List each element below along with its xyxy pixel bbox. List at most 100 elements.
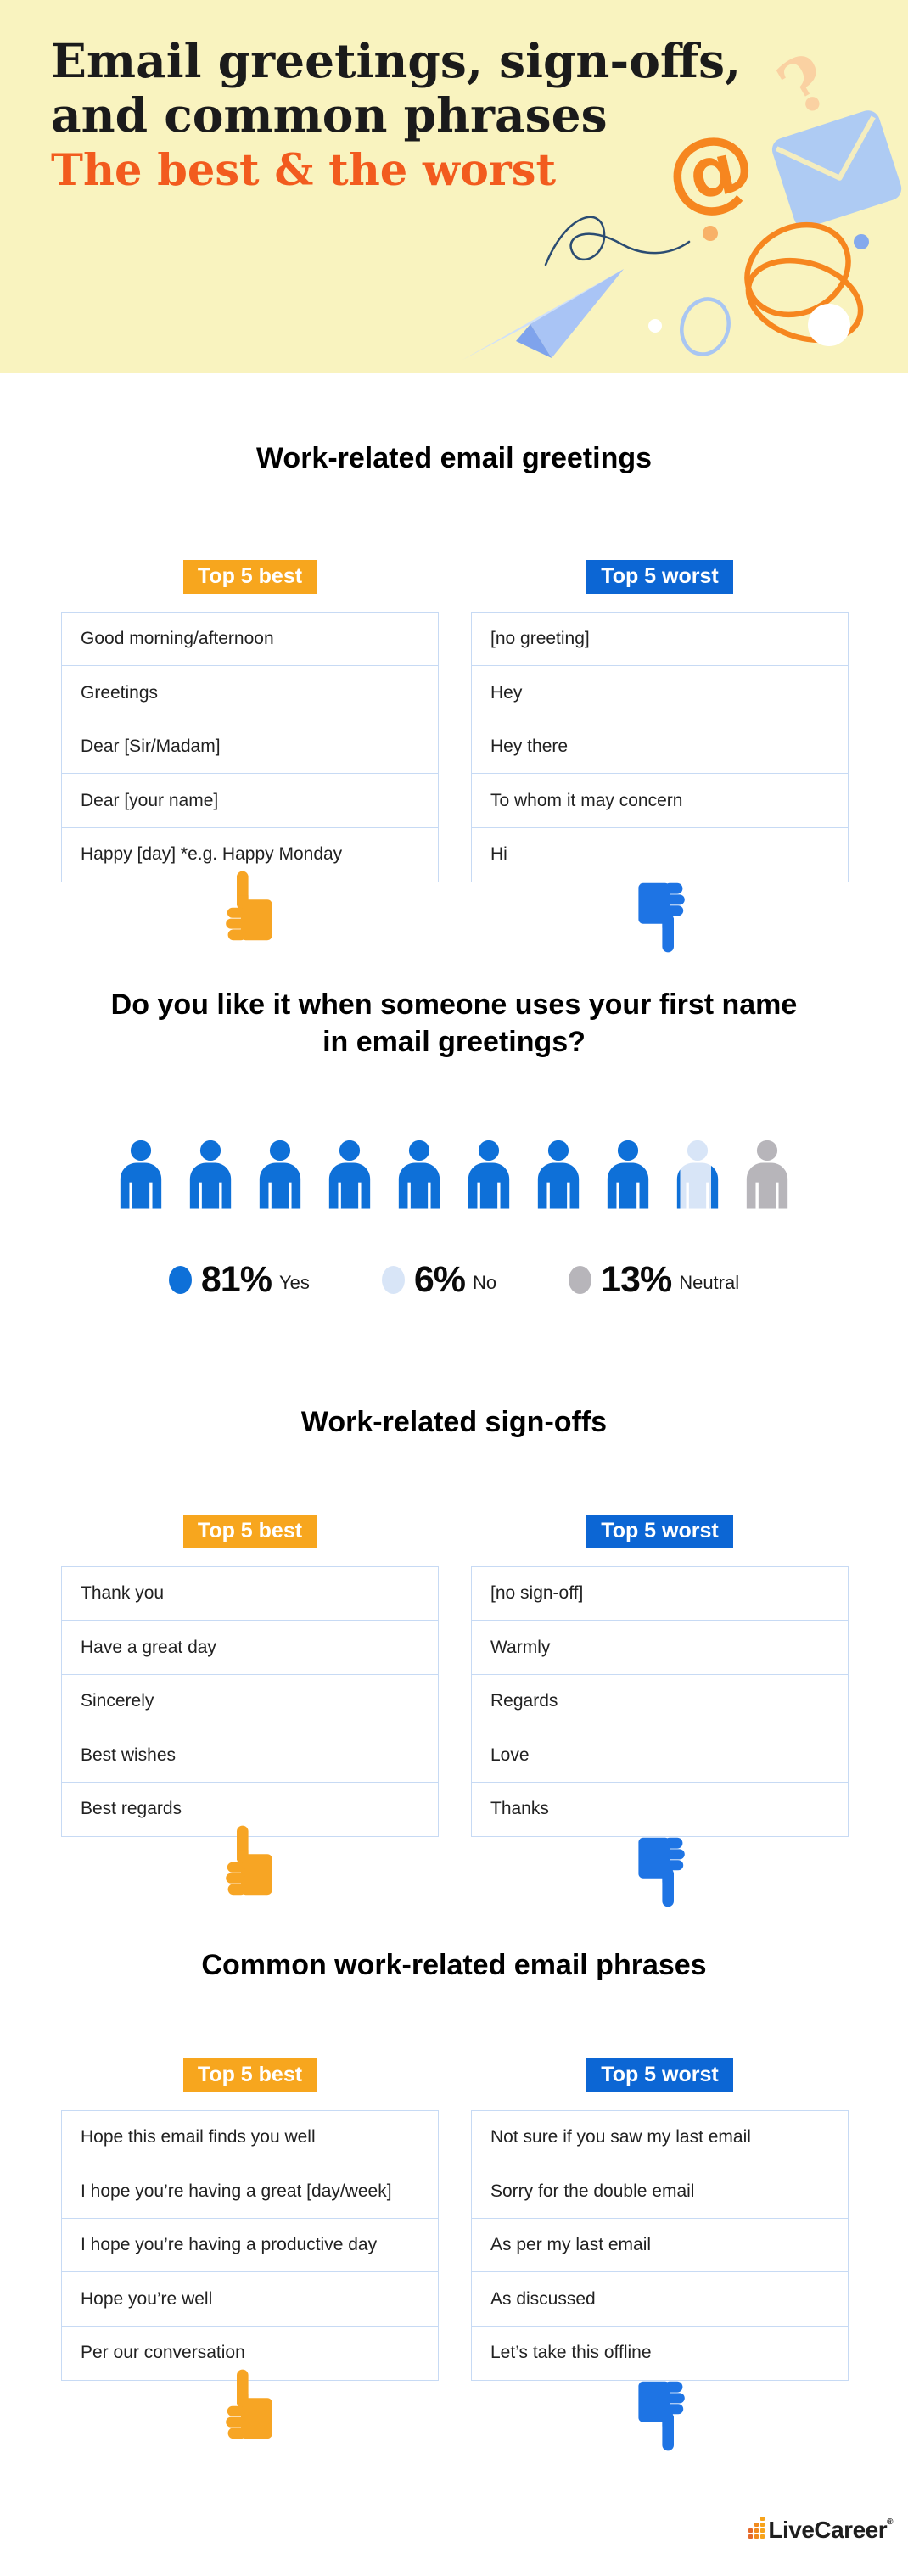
thumbs-down-icon bbox=[626, 879, 694, 954]
white-dot-decoration bbox=[648, 319, 662, 333]
list-row-text: Hey bbox=[490, 682, 523, 703]
section-title-greetings: Work-related email greetings bbox=[255, 442, 653, 474]
livecareer-logo: LiveCareer® bbox=[748, 2517, 893, 2542]
list-row-text: Warmly bbox=[490, 1637, 551, 1657]
list-row: Per our conversation bbox=[61, 2325, 439, 2381]
person-icon bbox=[255, 1139, 305, 1210]
page-title-line2: and common phrases bbox=[51, 87, 608, 143]
blue-dot-decoration bbox=[854, 234, 869, 249]
poll-title-line1: Do you like it when someone uses your fi… bbox=[110, 988, 798, 1021]
badge-top5-best: Top 5 best bbox=[182, 560, 317, 594]
legend-item: 13% Neutral bbox=[569, 1259, 739, 1301]
list-row-text: Hope this email finds you well bbox=[81, 2127, 316, 2147]
list-row: I hope you’re having a great [day/week] bbox=[61, 2164, 439, 2219]
badge-top5-best: Top 5 best bbox=[182, 2058, 317, 2092]
livecareer-logo-text: LiveCareer® bbox=[768, 2517, 893, 2543]
signoffs-worst-list: [no sign-off] Warmly Regards Love Thanks bbox=[471, 1565, 849, 1837]
list-row: Let’s take this offline bbox=[471, 2325, 849, 2381]
list-row: Thank you bbox=[61, 1565, 439, 1621]
header-banner: Email greetings, sign-offs, and common p… bbox=[0, 0, 908, 373]
list-row: Dear [Sir/Madam] bbox=[61, 719, 439, 775]
list-row: To whom it may concern bbox=[471, 773, 849, 828]
section-title-poll: Do you like it when someone uses your fi… bbox=[0, 986, 908, 1061]
badge-top5-worst: Top 5 worst bbox=[586, 1515, 733, 1548]
legend-label: No bbox=[473, 1271, 497, 1293]
page-subtitle: The best & the worst bbox=[51, 145, 557, 196]
list-row-text: Not sure if you saw my last email bbox=[490, 2127, 751, 2147]
list-row-text: [no sign-off] bbox=[490, 1583, 584, 1603]
list-row: As discussed bbox=[471, 2271, 849, 2327]
white-circle-decoration bbox=[808, 304, 850, 346]
list-row-text: Hope you’re well bbox=[81, 2288, 213, 2309]
list-row-text: Dear [your name] bbox=[81, 790, 219, 810]
livecareer-logo-icon bbox=[748, 2517, 765, 2539]
list-row-text: Happy [day] *e.g. Happy Monday bbox=[81, 844, 343, 864]
badge-top5-worst: Top 5 worst bbox=[586, 2058, 733, 2092]
list-row-text: Love bbox=[490, 1744, 530, 1765]
section-title-phrases: Common work-related email phrases bbox=[201, 1949, 707, 1981]
person-icon bbox=[186, 1139, 235, 1210]
list-row: Happy [day] *e.g. Happy Monday bbox=[61, 826, 439, 882]
list-row-text: I hope you’re having a productive day bbox=[81, 2235, 378, 2254]
phrases-worst-list: Not sure if you saw my last email Sorry f… bbox=[471, 2109, 849, 2381]
badge-top5-worst: Top 5 worst bbox=[586, 560, 733, 594]
list-row-text: Sorry for the double email bbox=[490, 2181, 695, 2201]
legend-item: 6% No bbox=[381, 1259, 497, 1301]
list-row-text: Dear [Sir/Madam] bbox=[81, 736, 221, 756]
legend-item: 81% Yes bbox=[168, 1259, 310, 1301]
list-row: Greetings bbox=[61, 665, 439, 720]
loop-scribble-icon bbox=[544, 216, 691, 266]
list-row-text: Best regards bbox=[81, 1799, 182, 1818]
list-row: Best regards bbox=[61, 1781, 439, 1837]
orange-dot-decoration bbox=[703, 226, 718, 241]
list-row-text: Good morning/afternoon bbox=[81, 629, 274, 648]
list-row-text: Let’s take this offline bbox=[490, 2343, 652, 2362]
phrases-worst-column: Top 5 worst Not sure if you saw my last … bbox=[471, 2058, 849, 2452]
legend-dot bbox=[569, 1266, 592, 1294]
thumbs-up-icon bbox=[216, 870, 284, 944]
list-row: Hi bbox=[471, 826, 849, 882]
poll-legend: 81% Yes 6% No 13% Neutral bbox=[0, 1259, 908, 1301]
greetings-best-column: Top 5 best Good morning/afternoon Greetin… bbox=[61, 560, 439, 944]
list-row: I hope you’re having a productive day bbox=[61, 2217, 439, 2273]
section-title-signoffs: Work-related sign-offs bbox=[300, 1406, 608, 1438]
list-row-text: Best wishes bbox=[81, 1744, 177, 1765]
greetings-worst-list: [no greeting] Hey Hey there To whom it may … bbox=[471, 611, 849, 882]
legend-value: 6% bbox=[413, 1259, 466, 1300]
list-row-text: Have a great day bbox=[81, 1637, 216, 1657]
list-row-text: Sincerely bbox=[81, 1691, 154, 1711]
person-icon bbox=[673, 1139, 722, 1210]
pictograph-people-row bbox=[0, 1139, 908, 1210]
person-icon bbox=[325, 1139, 374, 1210]
signoffs-best-column: Top 5 best Thank you Have a great day Sinc… bbox=[61, 1515, 439, 1899]
list-row-text: As discussed bbox=[490, 2288, 596, 2309]
list-row: Hey there bbox=[471, 719, 849, 775]
list-row: Warmly bbox=[471, 1620, 849, 1675]
list-row: Good morning/afternoon bbox=[61, 611, 439, 667]
list-row: Regards bbox=[471, 1673, 849, 1729]
envelope-icon bbox=[771, 110, 902, 228]
list-row: Dear [your name] bbox=[61, 773, 439, 828]
list-row-text: Thank you bbox=[81, 1583, 165, 1603]
list-row: Best wishes bbox=[61, 1728, 439, 1783]
list-row: Hope you’re well bbox=[61, 2271, 439, 2327]
list-row-text: To whom it may concern bbox=[490, 790, 683, 810]
poll-title-line2: in email greetings? bbox=[322, 1026, 586, 1059]
legend-value: 13% bbox=[601, 1259, 672, 1300]
greetings-best-list: Good morning/afternoon Greetings Dear [Sir… bbox=[61, 611, 439, 882]
signoffs-worst-column: Top 5 worst [no sign-off] Warmly Regards Lo… bbox=[471, 1515, 849, 1908]
person-icon bbox=[464, 1139, 513, 1210]
list-row: Sincerely bbox=[61, 1673, 439, 1729]
thumbs-down-icon bbox=[626, 1834, 694, 1908]
badge-top5-best: Top 5 best bbox=[182, 1515, 317, 1548]
ellipse-outline-icon bbox=[680, 297, 731, 356]
list-row: [no sign-off] bbox=[471, 1565, 849, 1621]
list-row: Hope this email finds you well bbox=[61, 2109, 439, 2165]
registered-mark: ® bbox=[887, 2517, 893, 2527]
person-icon bbox=[603, 1139, 653, 1210]
person-icon bbox=[395, 1139, 444, 1210]
phrases-best-column: Top 5 best Hope this email finds you wel… bbox=[61, 2058, 439, 2443]
person-icon bbox=[116, 1139, 165, 1210]
legend-label: Neutral bbox=[679, 1271, 740, 1293]
person-icon bbox=[743, 1139, 792, 1210]
